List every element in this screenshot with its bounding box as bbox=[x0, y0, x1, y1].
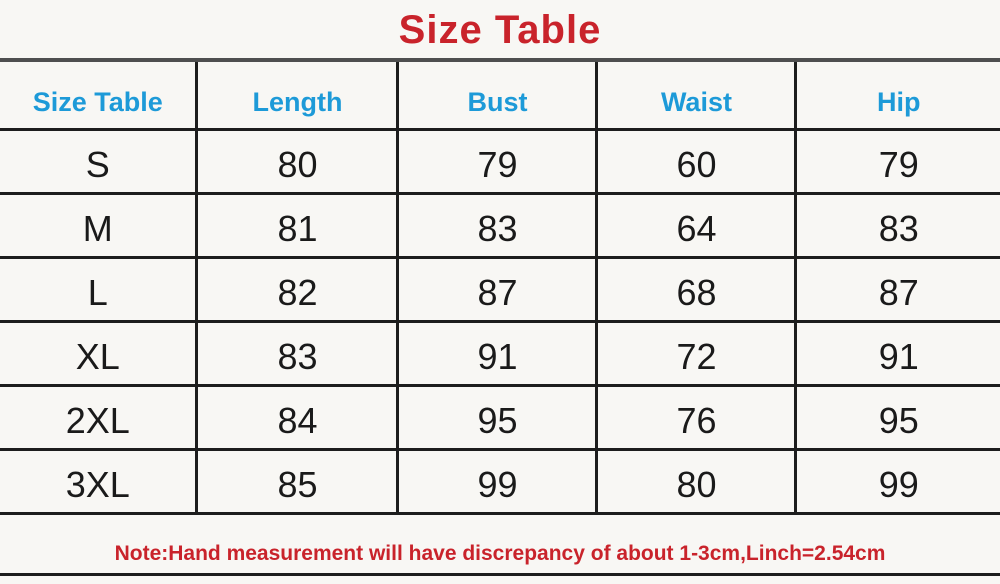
measurement-cell: 82 bbox=[195, 256, 400, 323]
measurement-cell: 99 bbox=[794, 448, 1000, 515]
table-row-2xl: 2XL 84 95 76 95 bbox=[0, 384, 1000, 451]
measurement-cell: 68 bbox=[595, 256, 798, 323]
measurement-cell: 83 bbox=[195, 320, 400, 387]
header-cell-bust: Bust bbox=[396, 60, 599, 131]
measurement-cell: 87 bbox=[396, 256, 599, 323]
measurement-cell: 87 bbox=[794, 256, 1000, 323]
measurement-cell: 80 bbox=[595, 448, 798, 515]
measurement-cell: 64 bbox=[595, 192, 798, 259]
size-label-cell: 3XL bbox=[0, 448, 199, 515]
measurement-cell: 83 bbox=[794, 192, 1000, 259]
note-text: Note:Hand measurement will have discrepa… bbox=[0, 512, 1000, 576]
header-cell-size: Size Table bbox=[0, 60, 199, 131]
size-table: Size Table Length Bust Waist Hip S 80 79… bbox=[0, 58, 1000, 576]
measurement-cell: 91 bbox=[396, 320, 599, 387]
measurement-cell: 91 bbox=[794, 320, 1000, 387]
table-row-3xl: 3XL 85 99 80 99 bbox=[0, 448, 1000, 515]
measurement-cell: 85 bbox=[195, 448, 400, 515]
header-row: Size Table Length Bust Waist Hip bbox=[0, 60, 1000, 131]
table-row-l: L 82 87 68 87 bbox=[0, 256, 1000, 323]
measurement-cell: 95 bbox=[794, 384, 1000, 451]
header-cell-waist: Waist bbox=[595, 60, 798, 131]
measurement-cell: 76 bbox=[595, 384, 798, 451]
page-title: Size Table bbox=[398, 8, 602, 52]
header-cell-length: Length bbox=[195, 60, 400, 131]
measurement-cell: 60 bbox=[595, 128, 798, 195]
size-label-cell: M bbox=[0, 192, 199, 259]
measurement-cell: 99 bbox=[396, 448, 599, 515]
measurement-cell: 81 bbox=[195, 192, 400, 259]
size-label-cell: L bbox=[0, 256, 199, 323]
header-cell-hip: Hip bbox=[794, 60, 1000, 131]
table-row-xl: XL 83 91 72 91 bbox=[0, 320, 1000, 387]
table-row-m: M 81 83 64 83 bbox=[0, 192, 1000, 259]
measurement-cell: 72 bbox=[595, 320, 798, 387]
measurement-cell: 79 bbox=[794, 128, 1000, 195]
size-label-cell: S bbox=[0, 128, 199, 195]
size-label-cell: 2XL bbox=[0, 384, 199, 451]
measurement-cell: 80 bbox=[195, 128, 400, 195]
measurement-cell: 95 bbox=[396, 384, 599, 451]
measurement-cell: 84 bbox=[195, 384, 400, 451]
note-row: Note:Hand measurement will have discrepa… bbox=[0, 512, 1000, 576]
measurement-cell: 83 bbox=[396, 192, 599, 259]
size-label-cell: XL bbox=[0, 320, 199, 387]
table-row-s: S 80 79 60 79 bbox=[0, 128, 1000, 195]
measurement-cell: 79 bbox=[396, 128, 599, 195]
